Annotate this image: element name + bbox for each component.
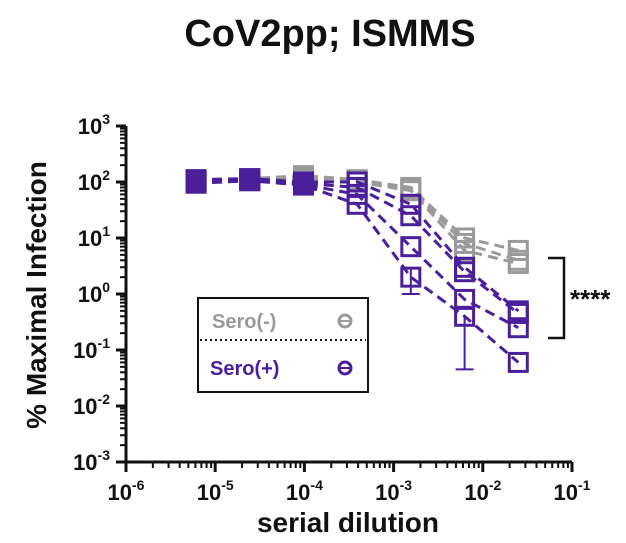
x-axis-label: serial dilution [257, 507, 439, 538]
x-tick-label: 10-1 [554, 477, 591, 505]
significance-bracket [548, 256, 566, 340]
data-point [400, 193, 422, 215]
x-tick-label: 10-5 [197, 477, 234, 505]
series-layer [185, 165, 529, 373]
data-point [507, 351, 529, 373]
data-point [292, 174, 314, 196]
data-point [454, 261, 476, 283]
chart-title: CoV2pp; ISMMS [184, 13, 475, 55]
data-point [507, 317, 529, 339]
y-tick-label: 10-3 [73, 447, 110, 475]
significance-annotation: **** [570, 284, 611, 314]
legend-sero-pos-marker [337, 360, 353, 376]
data-point [346, 193, 368, 215]
data-point [507, 253, 529, 275]
data-point [185, 172, 207, 194]
y-axis-label: % Maximal Infection [21, 161, 52, 429]
data-point [507, 302, 529, 324]
data-point [454, 239, 476, 261]
data-point [454, 288, 476, 310]
x-tick-label: 10-4 [286, 477, 323, 505]
y-tick-label: 103 [78, 111, 110, 139]
data-point [400, 205, 422, 227]
error-bars [401, 267, 474, 371]
legend-sero-neg-label: Sero(-) [212, 311, 276, 333]
data-point [239, 170, 261, 192]
legend-sero-pos-label: Sero(+) [210, 358, 279, 380]
y-tick-label: 10-1 [73, 335, 110, 363]
x-tick-label: 10-6 [108, 477, 145, 505]
y-tick-label: 101 [78, 223, 110, 251]
y-ticks: 103 102 101 100 10-1 10-2 10-3 [73, 111, 126, 475]
y-tick-label: 10-2 [73, 391, 110, 419]
y-tick-label: 100 [78, 279, 110, 307]
data-point [400, 180, 422, 202]
y-tick-label: 102 [78, 167, 110, 195]
x-tick-label: 10-3 [375, 477, 412, 505]
x-ticks: 10-6 10-5 10-4 10-3 10-2 10-1 [108, 462, 591, 505]
legend-sero-neg-marker [337, 313, 353, 329]
data-point [400, 236, 422, 258]
legend-box [197, 297, 369, 393]
x-tick-label: 10-2 [464, 477, 501, 505]
